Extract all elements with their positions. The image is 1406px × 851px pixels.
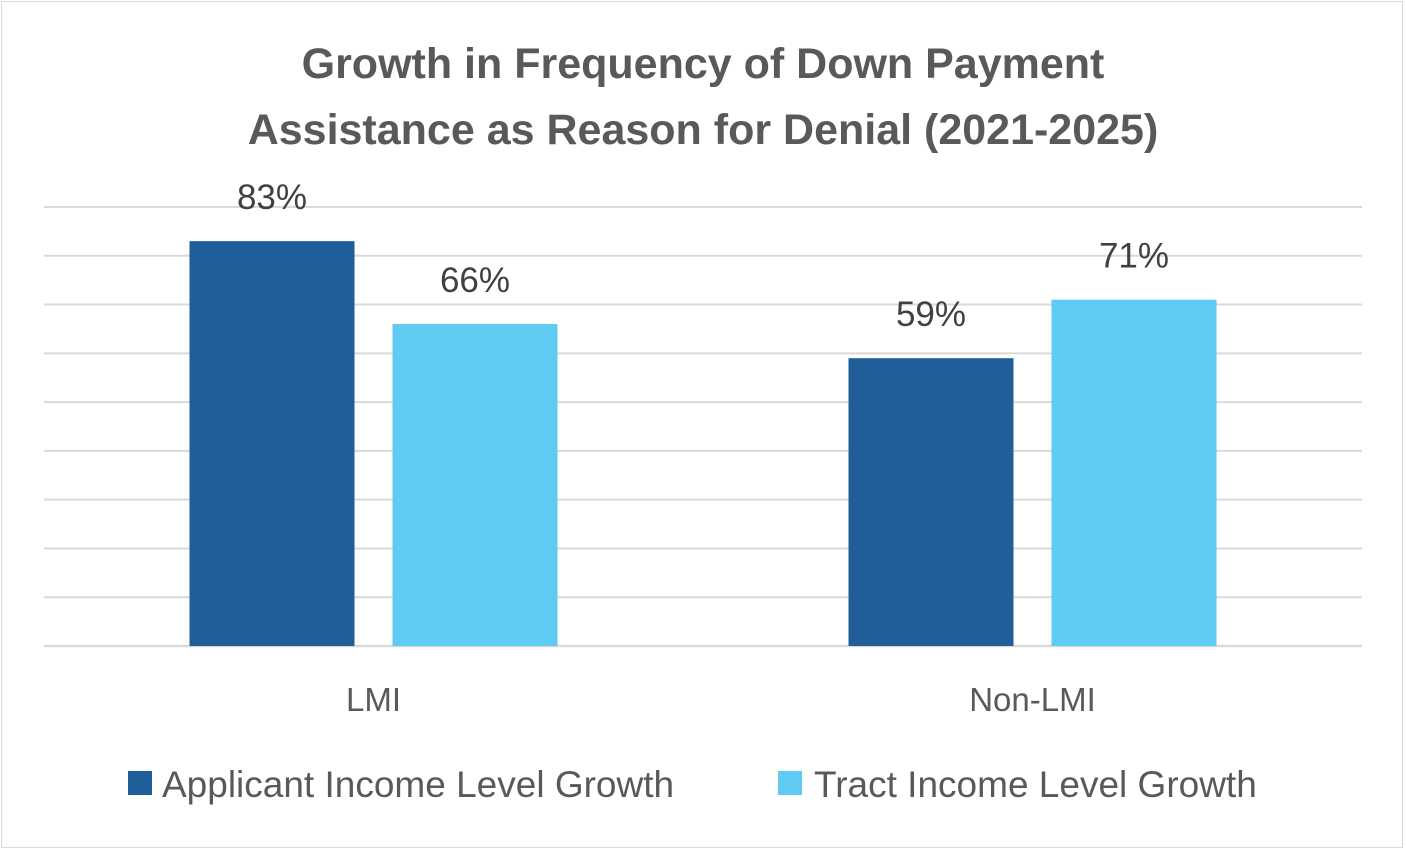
bar-tract-non-lmi	[1051, 299, 1217, 646]
legend-swatch-tract	[778, 771, 802, 795]
bar-applicant-non-lmi	[848, 358, 1014, 646]
category-label-lmi: LMI	[346, 681, 401, 718]
bars	[189, 241, 1217, 646]
legend-label-tract: Tract Income Level Growth	[814, 764, 1257, 805]
bar-applicant-lmi	[189, 241, 355, 646]
data-labels: 83% 66% 59% 71%	[237, 178, 1169, 334]
data-label-tract-non-lmi: 71%	[1099, 237, 1169, 276]
data-label-applicant-non-lmi: 59%	[896, 295, 966, 334]
chart-title-line-2: Assistance as Reason for Denial (2021-20…	[248, 106, 1159, 154]
category-labels: LMI Non-LMI	[346, 681, 1096, 718]
category-label-non-lmi: Non-LMI	[969, 681, 1096, 718]
bar-tract-lmi	[392, 324, 558, 646]
legend-label-applicant: Applicant Income Level Growth	[162, 764, 674, 805]
data-label-tract-lmi: 66%	[440, 261, 510, 300]
data-label-applicant-lmi: 83%	[237, 178, 307, 217]
legend-swatch-applicant	[128, 771, 152, 795]
legend: Applicant Income Level Growth Tract Inco…	[128, 764, 1257, 805]
chart-title-line-1: Growth in Frequency of Down Payment	[302, 40, 1105, 88]
